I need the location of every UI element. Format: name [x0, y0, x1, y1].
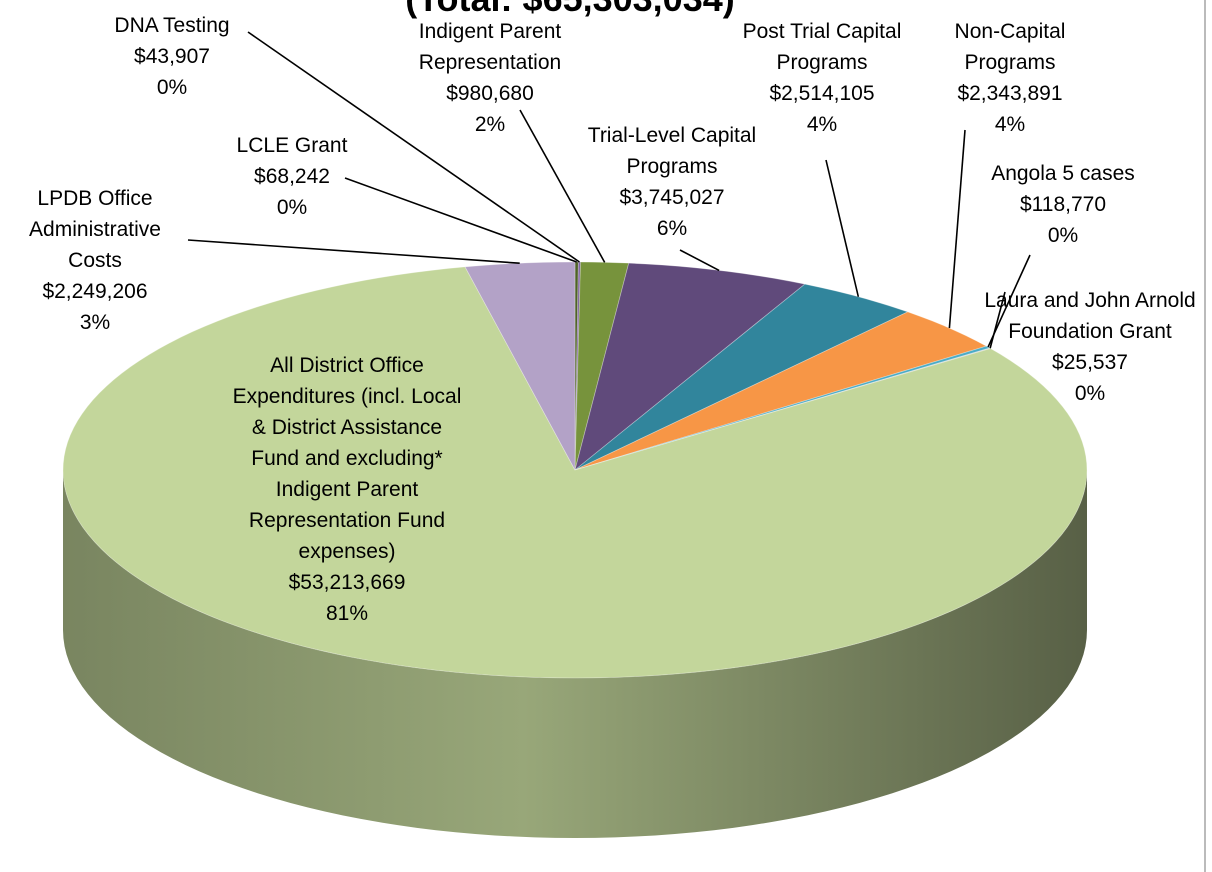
label-percent: 6% [656, 217, 688, 240]
chart-title: (Total: $65,303,034) [0, 0, 1140, 20]
frame-edge [1204, 0, 1206, 872]
data-label: All District Office Expenditures (incl. … [232, 350, 462, 629]
label-value: $2,249,206 [42, 280, 148, 303]
label-percent: 2% [474, 113, 506, 136]
label-name: Trial-Level Capital Programs [587, 124, 757, 178]
label-percent: 0% [1074, 382, 1106, 405]
leader-line [519, 109, 606, 263]
data-label: Angola 5 cases $118,770 0% [963, 158, 1163, 251]
label-value: $2,514,105 [769, 82, 875, 105]
label-name: All District Office Expenditures (incl. … [232, 354, 462, 563]
label-percent: 3% [79, 311, 111, 334]
label-percent: 0% [276, 196, 308, 219]
pie-slice [574, 283, 909, 471]
label-percent: 4% [806, 113, 838, 136]
data-label: Indigent Parent Representation $980,680 2% [390, 16, 590, 140]
leader-line [247, 31, 580, 263]
label-name: DNA Testing [114, 14, 230, 37]
data-label: Laura and John Arnold Foundation Grant $2… [970, 285, 1210, 409]
leader-line [679, 249, 720, 272]
label-name: Non-Capital Programs [954, 20, 1066, 74]
label-percent: 81% [325, 602, 369, 625]
data-label: LCLE Grant $68,242 0% [207, 130, 377, 223]
label-value: $68,242 [254, 165, 330, 188]
label-value: $25,537 [1052, 351, 1128, 374]
data-label: Non-Capital Programs $2,343,891 4% [925, 16, 1095, 140]
label-value: $2,343,891 [957, 82, 1063, 105]
pie-slice [574, 311, 988, 471]
label-name: Laura and John Arnold Foundation Grant [984, 289, 1196, 343]
leader-line [825, 159, 860, 297]
data-label: DNA Testing $43,907 0% [82, 10, 262, 103]
label-percent: 4% [994, 113, 1026, 136]
label-name: LCLE Grant [236, 134, 348, 157]
leader-line [948, 129, 966, 329]
leader-line [344, 177, 577, 263]
label-percent: 0% [156, 76, 188, 99]
data-label: Trial-Level Capital Programs $3,745,027 6% [557, 120, 787, 244]
data-label: LPDB Office Administrative Costs $2,249,2… [0, 183, 190, 338]
label-name: LPDB Office Administrative Costs [29, 187, 161, 272]
leader-line [187, 239, 520, 265]
label-value: $43,907 [134, 45, 210, 68]
pie-slice [62, 266, 1088, 679]
label-name: Angola 5 cases [991, 162, 1135, 185]
label-percent: 0% [1047, 224, 1079, 247]
pie-wall [63, 470, 1087, 838]
label-name: Post Trial Capital Programs [742, 20, 902, 74]
leader-line [989, 291, 1006, 349]
pie-slice [464, 261, 576, 471]
label-value: $980,680 [446, 82, 534, 105]
label-value: $53,213,669 [288, 571, 406, 594]
label-name: Indigent Parent Representation [418, 20, 562, 74]
label-value: $3,745,027 [619, 186, 725, 209]
label-value: $118,770 [1019, 193, 1107, 216]
data-label: Post Trial Capital Programs $2,514,105 4% [707, 16, 937, 140]
